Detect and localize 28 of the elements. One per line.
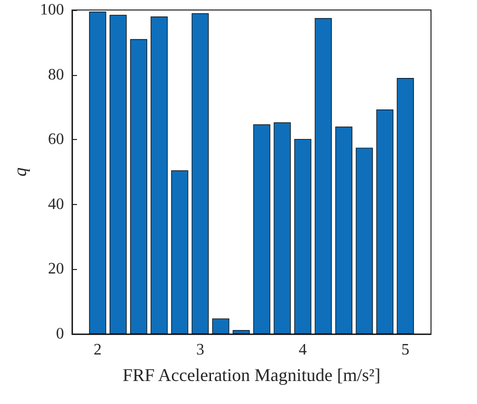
y-tick-label: 100 bbox=[40, 2, 64, 18]
bar bbox=[253, 124, 270, 334]
bar bbox=[232, 330, 250, 334]
bar bbox=[396, 78, 414, 334]
bar bbox=[314, 18, 332, 334]
bar bbox=[110, 14, 127, 334]
bar bbox=[150, 16, 168, 334]
bar bbox=[89, 12, 106, 334]
x-tick-label: 4 bbox=[298, 342, 307, 358]
y-tick-label: 60 bbox=[48, 131, 64, 148]
bar bbox=[171, 170, 188, 334]
bar bbox=[294, 138, 312, 334]
bar bbox=[356, 148, 373, 334]
y-tick-label: 0 bbox=[56, 326, 64, 342]
y-axis-title: q bbox=[10, 168, 30, 176]
bar bbox=[274, 122, 291, 334]
x-axis-title: FRF Acceleration Magnitude [m/s²] bbox=[122, 365, 380, 385]
bar bbox=[376, 109, 394, 334]
y-tick-label: 40 bbox=[48, 196, 64, 213]
bar bbox=[130, 39, 148, 334]
bar bbox=[192, 13, 209, 334]
x-tick-label: 2 bbox=[94, 342, 102, 358]
bar bbox=[212, 318, 230, 334]
y-tick-label: 80 bbox=[48, 66, 64, 84]
x-tick-label: 5 bbox=[401, 342, 410, 358]
bar bbox=[335, 126, 352, 334]
y-tick-label: 20 bbox=[48, 260, 64, 278]
x-tick-label: 3 bbox=[196, 342, 204, 358]
